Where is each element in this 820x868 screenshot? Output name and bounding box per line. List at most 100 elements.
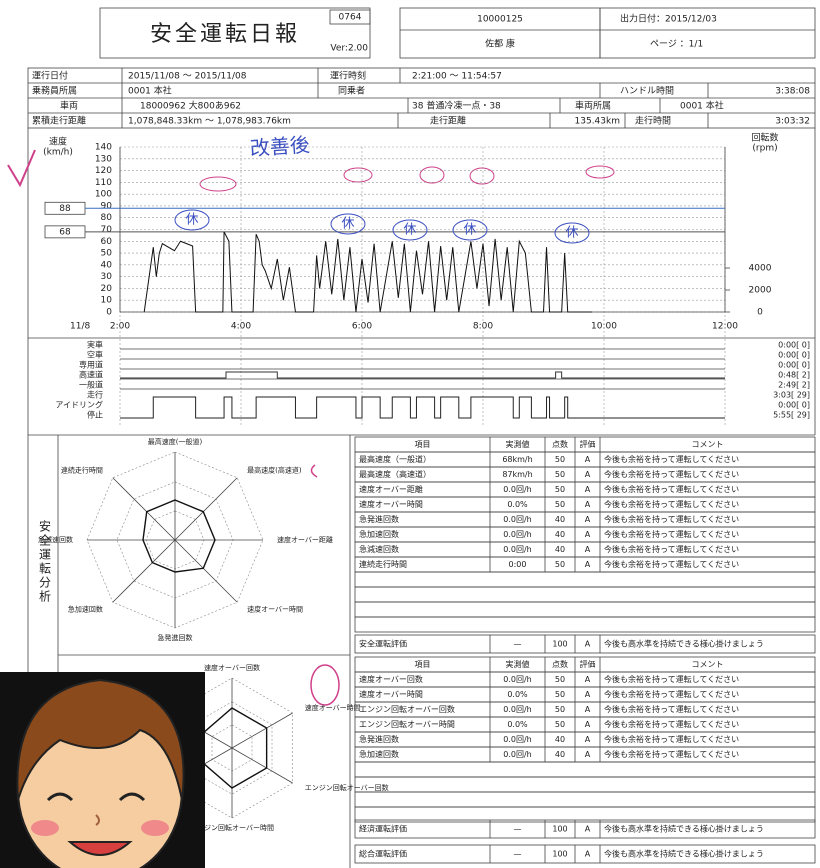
table-header: 実測値 [506, 439, 530, 449]
status-label: 一般道 [79, 380, 103, 390]
y-tick-label: 30 [101, 272, 113, 282]
table-cell: 今後も高水準を持続できる様心掛けましょう [604, 849, 764, 859]
table-cell: A [585, 500, 591, 509]
table-cell: 0.0回/h [503, 750, 532, 759]
table-cell: 0.0回/h [503, 515, 532, 524]
y-tick-label: 10 [101, 296, 113, 306]
value: 1,078,848.33km ～ 1,078,983.76km [128, 117, 291, 127]
table-cell: A [585, 545, 591, 554]
empty-row [354, 776, 816, 793]
table-cell: A [585, 470, 591, 479]
radar-label: 最高速度(一般道) [148, 437, 203, 446]
driver-id: 10000125 [477, 15, 523, 25]
empty-row [354, 761, 816, 778]
table-cell: 今後も余裕を持って運転してください [604, 499, 739, 509]
y-tick-label: 40 [101, 260, 113, 270]
radar-label: 急発進回数 [158, 633, 193, 642]
radar-shape [142, 499, 216, 573]
y-tick-label: 120 [95, 166, 112, 176]
driver-name: 佐都 康 [485, 38, 515, 50]
table-cell: A [585, 640, 591, 649]
radar-label: 速度オーバー時間 [305, 703, 361, 712]
x-tick-label: 4:00 [231, 322, 251, 332]
table-cell: 0.0回/h [503, 705, 532, 714]
table-cell: 50 [555, 675, 565, 684]
table-cell: 連続走行時間 [359, 559, 407, 569]
table-cell: — [514, 850, 522, 859]
status-label: 空車 [87, 350, 103, 360]
table-cell: 0:00 [509, 560, 527, 569]
y-tick-label: 80 [101, 213, 113, 223]
table-cell: 今後も高水準を持続できる様心掛けましょう [604, 824, 764, 834]
table-cell: 経済運転評価 [359, 824, 407, 834]
table-cell: 50 [555, 485, 565, 494]
radar-label: エンジン回転オーバー時間 [190, 824, 274, 832]
eye [46, 792, 74, 802]
table-cell: 最高速度（一般道） [359, 454, 431, 464]
mark-circle [392, 219, 428, 241]
table-cell: 50 [555, 705, 565, 714]
table-cell: 急加速回数 [359, 749, 399, 759]
table-cell: 40 [555, 545, 565, 554]
table-cell: 最高速度（高速道） [359, 469, 431, 479]
table-cell: A [585, 720, 591, 729]
radar-axis [112, 539, 176, 603]
value: 3:03:32 [775, 117, 810, 127]
value: 18000962 大800あ962 [140, 100, 241, 112]
table-cell: A [585, 735, 591, 744]
empty-row [354, 806, 816, 823]
table-cell: A [585, 705, 591, 714]
mark: 休 [341, 217, 354, 232]
table-cell: 今後も余裕を持って運転してください [604, 484, 739, 494]
label: 同乗者 [338, 85, 365, 97]
table-cell: 40 [555, 735, 565, 744]
nose [95, 814, 100, 826]
table-cell: エンジン回転オーバー時間 [359, 720, 455, 729]
status-label: 高速道 [79, 370, 103, 380]
y-tick-label: 90 [101, 201, 113, 211]
radar-label: エンジン回転オーバー回数 [305, 783, 389, 792]
label: 車両 [60, 100, 78, 112]
table-cell: 今後も高水準を持続できる様心掛けましょう [604, 639, 764, 649]
highway-state [120, 371, 725, 379]
table-cell: 50 [555, 720, 565, 729]
value: 0001 本社 [680, 100, 724, 112]
circle [419, 166, 445, 184]
status-label: アイドリング [55, 400, 103, 410]
radar-label: 急減速回数 [38, 535, 73, 544]
y-tick-label: 20 [101, 284, 113, 294]
radar-axis [174, 477, 238, 541]
hair [16, 678, 185, 801]
page-number: ページ ：1/1 [650, 40, 703, 50]
table-cell: 総合運転評価 [359, 849, 407, 859]
eye [118, 792, 146, 802]
radar-axis [174, 539, 238, 603]
circle [585, 165, 615, 179]
radar-shape [203, 707, 268, 789]
table-row [354, 819, 816, 839]
code: 0764 [339, 13, 362, 23]
table-cell: 0.0% [507, 690, 528, 699]
handwriting: 改善後 [7, 132, 615, 706]
output-box [599, 7, 816, 59]
y-tick-label: 110 [95, 178, 112, 188]
radar-label: 速度オーバー距離 [277, 535, 333, 544]
table-cell: 速度オーバー距離 [359, 484, 423, 494]
mark-circle [554, 222, 590, 244]
status-label: 実車 [87, 340, 103, 350]
info-table: 運行日付 2015/11/08 ～ 2015/11/08 運行時刻 2:21:0… [27, 67, 816, 129]
table-cell: 今後も余裕を持って運転してください [604, 529, 739, 539]
x-tick-label: 12:00 [712, 322, 738, 332]
table-cell: 0.0回/h [503, 735, 532, 744]
table-row [354, 844, 816, 864]
table-cell: 急加速回数 [359, 529, 399, 539]
table-cell: エンジン回転オーバー回数 [359, 704, 455, 714]
radar-label: 速度オーバー時間 [247, 604, 303, 613]
table-cell: 40 [555, 515, 565, 524]
y-tick-label: 60 [101, 237, 113, 247]
circle [469, 167, 495, 185]
table-cell: 0.0% [507, 500, 528, 509]
radar-label: 急加速回数 [68, 604, 103, 613]
status-label: 走行 [87, 390, 103, 400]
